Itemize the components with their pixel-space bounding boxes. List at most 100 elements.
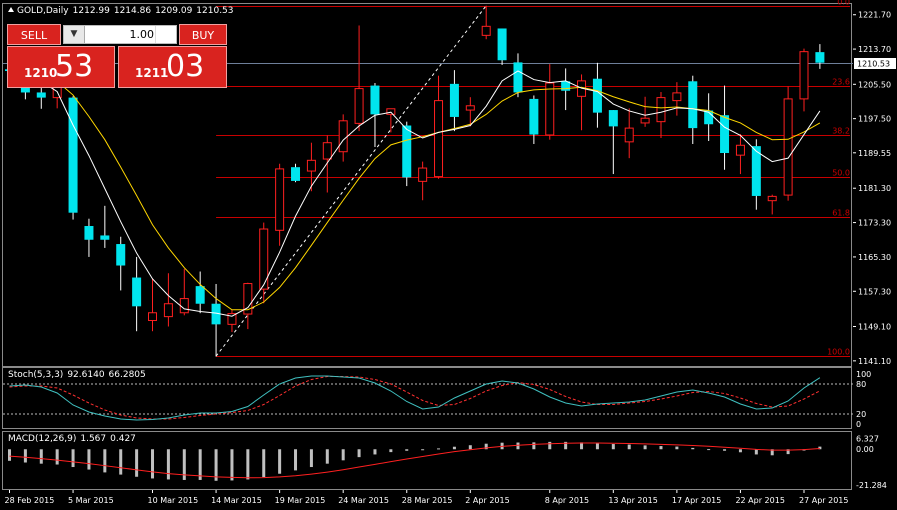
buy-price-big: 03 (166, 49, 205, 84)
macd-main-value: 1.567 (80, 434, 107, 444)
price-tick-10: 1141.10 (858, 357, 891, 366)
stoch-main-line (9, 375, 821, 421)
candle-body-16 (259, 228, 269, 290)
open-value: 1212.99 (72, 6, 110, 16)
stochastic-title: Stoch(5,3,3) 92.6140 66.2805 (8, 370, 150, 380)
current-price-label: 1210.53 (857, 60, 890, 69)
candle-body-29 (465, 105, 475, 111)
sell-price-big: 53 (55, 49, 94, 84)
macd-bar-18 (294, 449, 298, 471)
price-tick-5: 1181.30 (858, 184, 891, 193)
macd-bar-28 (452, 446, 456, 450)
candle-body-45 (720, 115, 730, 154)
current-price-box (854, 58, 896, 69)
chevron-down-icon[interactable]: ▼ (64, 26, 85, 43)
sell-button[interactable]: SELL (7, 24, 61, 45)
candle-body-51 (815, 52, 825, 63)
lot-size-stepper[interactable]: ▼ (63, 25, 177, 44)
candle-body-17 (275, 168, 285, 231)
candle-body-50 (799, 51, 809, 100)
candle-body-4 (68, 97, 78, 213)
candle-body-5 (84, 226, 94, 240)
candle-body-27 (434, 100, 444, 178)
macd-bar-41 (659, 446, 663, 450)
fib-label-3: 50.0 (832, 169, 850, 178)
candle-body-38 (608, 110, 618, 127)
collapse-triangle-icon[interactable] (8, 7, 14, 12)
time-tick-12: 27 Apr 2015 (799, 496, 848, 505)
macd-bar-38 (611, 444, 615, 450)
candle-body-35 (561, 81, 571, 91)
stochastic-main-value: 92.6140 (67, 370, 105, 380)
candle-body-21 (338, 120, 348, 153)
macd-name: MACD(12,26,9) (8, 434, 77, 444)
macd-bar-45 (723, 449, 727, 451)
candle-body-18 (291, 167, 301, 181)
macd-bar-1 (23, 449, 27, 463)
macd-bar-22 (357, 449, 361, 458)
fib-label-1: 23.6 (832, 78, 850, 87)
candle-body-31 (497, 28, 507, 61)
stochastic-pane[interactable] (2, 367, 852, 429)
lot-size-spacer (155, 26, 176, 43)
buy-price-box[interactable]: 1211 03 (118, 46, 227, 88)
macd-bar-27 (437, 448, 441, 450)
macd-bar-32 (516, 442, 520, 450)
fib-label-2: 38.2 (832, 127, 850, 136)
candle-body-6 (100, 235, 110, 240)
macd-bar-34 (548, 441, 552, 450)
stoch-tick-1: 80 (856, 380, 866, 389)
sell-price-small: 1210 (24, 66, 58, 80)
candle-body-7 (116, 244, 126, 266)
macd-bar-24 (389, 449, 393, 453)
time-tick-5: 24 Mar 2015 (338, 496, 389, 505)
price-tick-4: 1189.55 (858, 149, 891, 158)
macd-bar-3 (55, 449, 59, 465)
candle-body-10 (163, 303, 173, 318)
candle-body-40 (640, 117, 650, 124)
macd-bar-5 (87, 449, 91, 470)
candle-body-2 (36, 92, 46, 98)
macd-bar-23 (373, 449, 377, 455)
price-tick-3: 1197.50 (858, 115, 891, 124)
macd-bar-11 (182, 449, 186, 480)
fib-label-0: 0.0 (837, 0, 850, 7)
candle-body-34 (545, 82, 555, 136)
time-tick-6: 28 Mar 2015 (402, 496, 453, 505)
candle-body-42 (672, 92, 682, 102)
time-tick-4: 19 Mar 2015 (275, 496, 326, 505)
candle-body-33 (529, 98, 539, 135)
low-value: 1209.09 (155, 6, 193, 16)
sell-price-box[interactable]: 1210 53 (7, 46, 115, 88)
macd-bar-35 (564, 441, 568, 450)
macd-tick-1: 0.00 (856, 445, 874, 454)
candle-body-8 (132, 277, 142, 307)
macd-bar-48 (770, 449, 774, 456)
price-tick-0: 1221.70 (858, 11, 891, 20)
candle-body-20 (322, 142, 332, 160)
macd-bar-6 (103, 449, 107, 473)
candle-body-22 (354, 88, 364, 124)
candle-body-47 (751, 146, 761, 196)
buy-button[interactable]: BUY (179, 24, 227, 45)
candle-body-24 (386, 108, 396, 115)
price-pane[interactable] (2, 3, 852, 367)
chart-title: GOLD,Daily 1212.99 1214.86 1209.09 1210.53 (8, 6, 238, 16)
price-tick-7: 1165.30 (858, 253, 891, 262)
time-tick-7: 2 Apr 2015 (465, 496, 509, 505)
close-value: 1210.53 (196, 6, 234, 16)
macd-bar-7 (119, 449, 123, 475)
macd-bar-26 (421, 449, 425, 451)
macd-title: MACD(12,26,9) 1.567 0.427 (8, 434, 140, 444)
time-tick-3: 14 Mar 2015 (211, 496, 262, 505)
macd-bar-21 (341, 449, 345, 461)
fib-label-5: 100.0 (827, 348, 850, 357)
lot-size-input[interactable] (86, 26, 154, 43)
price-tick-8: 1157.30 (858, 287, 891, 296)
time-tick-11: 22 Apr 2015 (735, 496, 784, 505)
candle-body-49 (783, 98, 793, 196)
macd-pane[interactable] (2, 431, 852, 490)
symbol-label: GOLD,Daily (17, 6, 69, 16)
